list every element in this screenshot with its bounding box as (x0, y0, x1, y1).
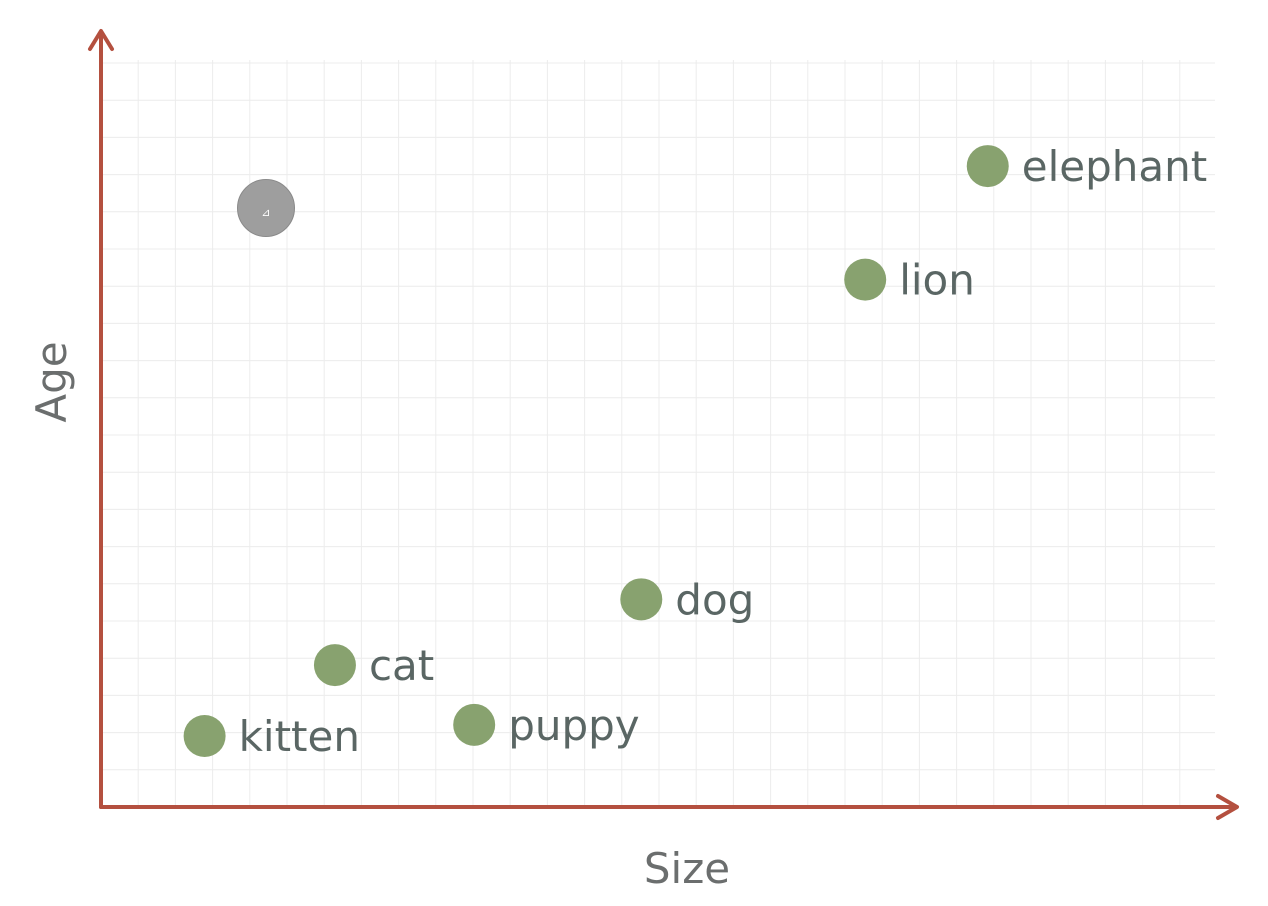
point-label-lion: lion (899, 256, 975, 305)
point-label-cat: cat (369, 641, 434, 690)
data-point-puppy (453, 703, 496, 746)
point-label-dog: dog (675, 575, 754, 624)
point-label-elephant: elephant (1022, 142, 1207, 191)
grid (101, 60, 1215, 807)
point-label-puppy: puppy (508, 701, 639, 750)
data-point-lion (844, 258, 887, 301)
share-icon: ⊿ (261, 205, 271, 219)
y-axis-label: Age (27, 341, 76, 422)
data-point-cat (313, 644, 356, 687)
data-point-kitten (183, 715, 226, 758)
data-point-dog (620, 578, 663, 621)
axes (88, 29, 1239, 820)
x-axis-label: Size (644, 844, 730, 893)
data-point-elephant (966, 145, 1009, 188)
share-cursor-button[interactable]: ⊿ (237, 179, 295, 237)
x-axis-arrow (1216, 794, 1239, 820)
y-axis-arrow (88, 29, 114, 51)
point-label-kitten: kitten (239, 712, 360, 761)
